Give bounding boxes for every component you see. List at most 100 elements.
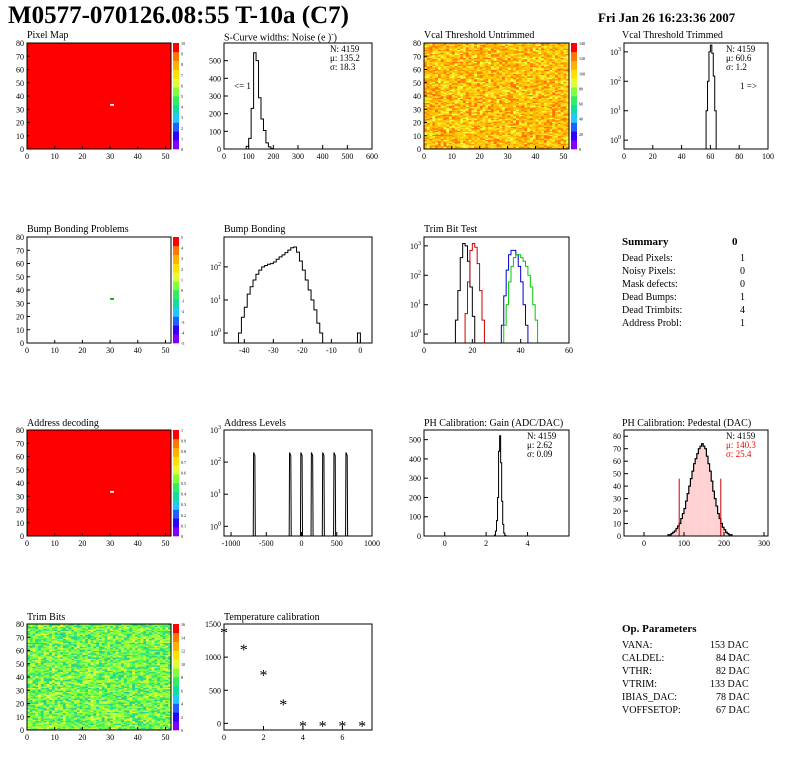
heatmap-cell [457, 105, 461, 107]
heatmap-cell [454, 46, 458, 49]
heatmap-cell [437, 52, 442, 54]
heatmap-cell [460, 99, 464, 102]
heatmap-cell [471, 45, 475, 48]
heatmap-cell [560, 50, 564, 53]
heatmap-cell [504, 127, 509, 130]
heatmap-cell [541, 61, 545, 64]
heatmap-cell [513, 141, 517, 143]
heatmap-cell [437, 44, 442, 47]
heatmap-cell [476, 123, 481, 126]
heatmap-cell [507, 141, 511, 143]
heatmap-cell [543, 138, 548, 141]
heatmap-cell [465, 142, 470, 145]
palette-swatch [173, 334, 179, 344]
heatmap-cell [507, 133, 511, 135]
heatmap-cell [546, 70, 550, 73]
heatmap-cell [557, 146, 562, 149]
heatmap-cell [513, 56, 517, 58]
heatmap-cell [529, 119, 534, 122]
heatmap-cell [479, 138, 483, 141]
heatmap-cell [432, 85, 436, 88]
heatmap-cell [529, 123, 534, 126]
heatmap-cell [546, 74, 550, 77]
heatmap-cell [555, 126, 559, 129]
heatmap-cell [513, 74, 517, 77]
heatmap-cell [527, 92, 531, 94]
heatmap-cell [541, 62, 545, 65]
heatmap-cell [529, 103, 534, 106]
heatmap-cell [513, 135, 517, 138]
heatmap-cell [563, 126, 567, 129]
heatmap-cell [524, 109, 528, 111]
heatmap-cell [510, 76, 514, 78]
heatmap-cell [546, 115, 550, 118]
heatmap-cell [513, 115, 517, 118]
heatmap-cell [532, 88, 536, 90]
heatmap-cell [566, 70, 570, 73]
heatmap-cell [524, 89, 528, 92]
heatmap-cell [476, 139, 481, 142]
heatmap-cell [490, 80, 495, 82]
heatmap-cell [471, 60, 475, 62]
heatmap-cell [499, 111, 503, 114]
heatmap-cell [437, 43, 442, 45]
heatmap-cell [32, 669, 36, 671]
heatmap-cell [449, 65, 453, 68]
heatmap-cell [507, 123, 511, 126]
heatmap-cell [499, 97, 503, 100]
heatmap-cell [35, 650, 39, 653]
heatmap-cell [437, 78, 442, 81]
heatmap-cell [557, 117, 562, 119]
heatmap-cell [518, 101, 522, 104]
heatmap-cell [529, 77, 534, 80]
heatmap-cell [552, 143, 556, 146]
heatmap-cell [426, 81, 430, 84]
heatmap-cell [457, 117, 461, 119]
heatmap-cell [460, 69, 464, 72]
heatmap-cell [471, 82, 475, 85]
heatmap-cell [560, 70, 564, 73]
heatmap-cell [499, 117, 503, 119]
heatmap-cell [543, 92, 548, 94]
heatmap-cell [29, 698, 33, 700]
heatmap-cell [546, 135, 550, 138]
heatmap-cell [541, 135, 545, 138]
heatmap-cell [451, 142, 456, 145]
heatmap-cell [474, 146, 478, 149]
heatmap-cell [555, 73, 559, 76]
heatmap-cell [552, 69, 556, 72]
heatmap-cell [482, 111, 486, 114]
heatmap-cell [479, 82, 483, 85]
heatmap-cell [476, 53, 481, 56]
heatmap-cell [524, 123, 528, 126]
heatmap-cell [557, 80, 562, 82]
heatmap-cell [557, 88, 562, 90]
heatmap-cell [543, 107, 548, 110]
heatmap-cell [482, 81, 486, 84]
heatmap-cell [29, 666, 33, 669]
heatmap-cell [465, 130, 470, 133]
heatmap-cell [443, 48, 447, 51]
heatmap-cell [451, 44, 456, 47]
heatmap-cell [557, 115, 562, 118]
heatmap-cell [443, 119, 447, 122]
heatmap-cell [482, 44, 486, 47]
heatmap-cell [474, 84, 478, 86]
heatmap-cell [529, 145, 534, 147]
heatmap-cell [502, 134, 506, 137]
heatmap-cell [499, 53, 503, 56]
heatmap-cell [490, 92, 495, 94]
heatmap-cell [552, 58, 556, 61]
heatmap-cell [479, 77, 483, 80]
heatmap-cell [524, 105, 528, 107]
heatmap-cell [460, 89, 464, 92]
heatmap-cell [27, 708, 31, 711]
heatmap-cell [516, 82, 520, 85]
heatmap-cell [557, 119, 562, 122]
heatmap-cell [451, 109, 456, 111]
y-tick-label: 60 [413, 66, 421, 75]
heatmap-cell [496, 92, 500, 94]
heatmap-cell [35, 703, 39, 706]
heatmap-cell [518, 74, 522, 77]
heatmap-cell [471, 49, 475, 52]
